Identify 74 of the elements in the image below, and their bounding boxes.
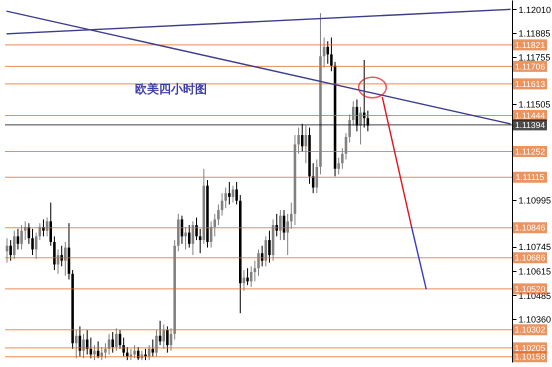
candlestick: [6, 238, 8, 264]
candlestick: [304, 125, 308, 164]
candlestick: [352, 100, 355, 126]
candlestick: [166, 326, 169, 354]
candlestick: [9, 240, 12, 262]
candlestick: [188, 224, 191, 248]
candlestick: [246, 268, 249, 286]
y-tick-label: 1.10745: [518, 242, 552, 252]
candlestick: [53, 236, 56, 271]
candlestick: [242, 270, 246, 292]
candlestick: [198, 228, 202, 254]
candlestick: [326, 40, 330, 64]
ref-line-label: 1.11706: [514, 61, 546, 72]
ref-line-label: 1.11444: [514, 110, 546, 121]
candlestick: [49, 202, 52, 246]
ref-line-label: 1.10520: [514, 284, 546, 294]
candlestick: [74, 330, 78, 359]
candlestick: [78, 326, 82, 357]
candlestick: [152, 338, 154, 357]
candlestick: [232, 185, 234, 204]
y-tick-label: 1.12010: [518, 4, 552, 15]
candlestick: [148, 344, 150, 361]
candlestick: [330, 37, 333, 72]
y-tick-label: 1.10360: [518, 314, 552, 324]
candlestick: [104, 342, 107, 359]
ref-line-label: 1.10302: [514, 324, 546, 335]
candlestick: [264, 236, 268, 267]
ref-line-label: 1.11115: [516, 172, 545, 182]
y-tick-label: 1.10995: [518, 195, 552, 206]
candlestick: [34, 232, 38, 260]
candlestick: [144, 348, 147, 361]
candlestick: [126, 346, 129, 361]
text: 欧美四小时图: [135, 82, 207, 96]
candlestick: [93, 344, 96, 361]
y-tick-label: 1.11885: [518, 28, 550, 38]
candlestick: [100, 346, 104, 361]
candlestick: [268, 230, 271, 264]
candlestick: [96, 340, 100, 359]
ref-line-label: 1.10158: [514, 352, 546, 362]
candlestick: [64, 241, 67, 276]
ref-line-label: 1.11252: [514, 146, 546, 157]
candlestick: [184, 226, 187, 250]
candlestick: [192, 220, 194, 256]
candlestick: [210, 220, 212, 248]
ref-line-label: 1.10846: [514, 222, 546, 233]
candlestick: [228, 181, 231, 205]
candlestick: [20, 224, 23, 250]
candlestick: [155, 330, 158, 357]
candlestick: [111, 331, 114, 354]
ref-line-label: 1.10686: [514, 252, 546, 263]
candlestick: [279, 210, 282, 241]
candlestick: [297, 127, 300, 154]
candlestick: [162, 324, 166, 350]
candlestick: [322, 37, 326, 68]
candlestick: [115, 328, 118, 352]
ref-line-label: 1.11394: [514, 120, 546, 130]
candlestick: [180, 215, 184, 244]
candlestick: [337, 157, 340, 175]
y-tick-label: 1.11505: [518, 100, 550, 110]
candlestick: [13, 230, 16, 260]
candlestick: [235, 181, 238, 205]
ref-line-label: 1.10205: [514, 342, 546, 353]
candlestick: [224, 187, 227, 209]
ref-line-label: 1.11821: [514, 40, 546, 50]
candlestick: [213, 213, 216, 237]
y-tick-label: 1.11755: [518, 52, 550, 63]
ref-line-label: 1.11613: [514, 78, 546, 89]
candlestick: [250, 266, 252, 288]
y-tick-label: 1.10615: [518, 266, 552, 277]
candlestick: [133, 344, 136, 359]
candlestick: [282, 210, 286, 241]
candlestick: [90, 337, 92, 359]
candlestick: [16, 228, 20, 250]
candlestick: [158, 320, 162, 346]
